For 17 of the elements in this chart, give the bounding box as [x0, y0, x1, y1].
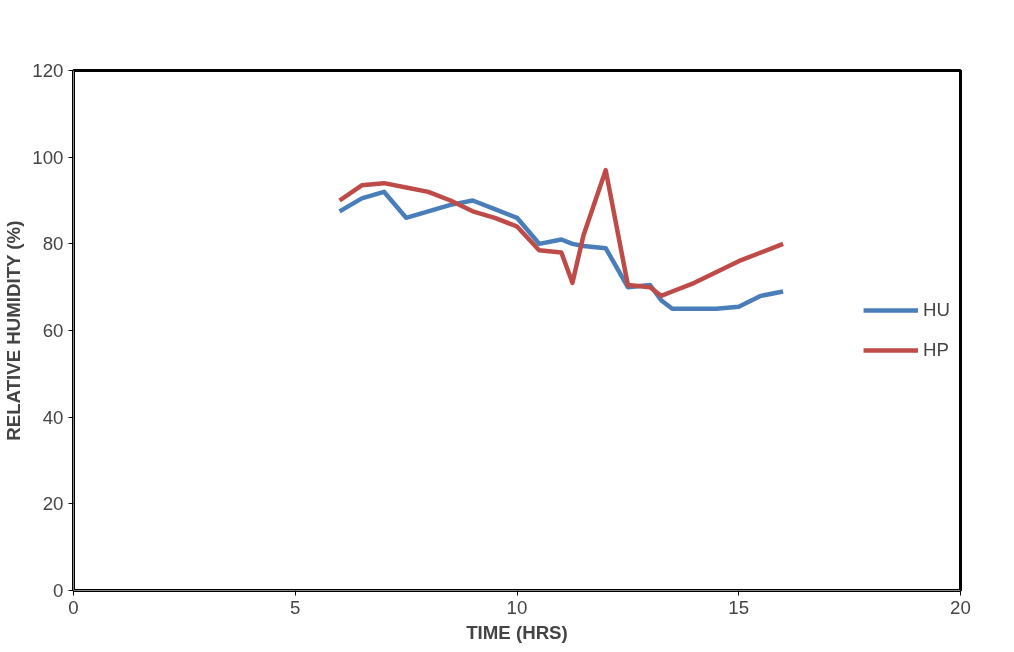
legend-label: HP [923, 339, 949, 361]
x-tick-label: 15 [728, 596, 750, 618]
line-series [337, 167, 786, 299]
y-tick-label: 60 [42, 320, 64, 341]
legend-label: HU [923, 299, 950, 321]
x-tick-label: 5 [290, 596, 301, 618]
y-tick-label: 0 [53, 580, 64, 601]
y-tick-label: 40 [42, 406, 64, 428]
y-tick-label: 80 [42, 233, 64, 255]
y-tick-label: 100 [32, 146, 64, 168]
x-tick-label: 0 [68, 596, 79, 618]
y-axis-title: RELATIVE HUMIDITY (%) [3, 220, 25, 441]
y-tick-label: 120 [32, 60, 64, 81]
x-tick-label: 10 [506, 596, 528, 618]
x-tick-label: 20 [950, 596, 971, 618]
y-tick-label: 20 [42, 493, 64, 515]
x-axis-title: TIME (HRS) [466, 621, 568, 643]
